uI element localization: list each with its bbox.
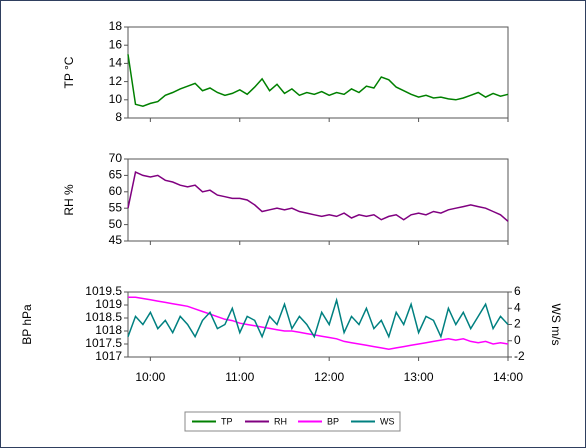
legend-label: BP bbox=[327, 416, 339, 426]
y2-axis-label: WS m/s bbox=[549, 304, 563, 346]
y-tick-label: 1018.5 bbox=[85, 310, 122, 324]
y-tick-label: 45 bbox=[109, 233, 123, 247]
x-tick-label: 10:00 bbox=[135, 370, 165, 384]
series-line bbox=[127, 171, 509, 222]
x-tick-label: 11:00 bbox=[225, 370, 254, 384]
series-line bbox=[127, 54, 509, 107]
y-tick-label: 1018 bbox=[95, 323, 122, 337]
legend-box bbox=[184, 411, 401, 432]
y-tick-label: 12 bbox=[109, 74, 123, 88]
legend: TP RH BP WS bbox=[184, 411, 401, 432]
y-tick-label: 1019.5 bbox=[85, 284, 122, 298]
series-line bbox=[128, 296, 509, 350]
y-tick-label: 70 bbox=[109, 151, 123, 165]
x-tick-label: 13:00 bbox=[404, 370, 434, 384]
y2-tick-label: 4 bbox=[514, 300, 521, 314]
y-tick-label: 16 bbox=[109, 37, 123, 51]
y2-tick-label: 2 bbox=[514, 317, 521, 331]
y2-tick-label: 6 bbox=[514, 284, 521, 298]
y-tick-label: 1017.5 bbox=[85, 336, 122, 350]
legend-label: TP bbox=[221, 416, 233, 426]
y-tick-label: 65 bbox=[109, 168, 123, 182]
y-axis-label: BP hPa bbox=[20, 304, 34, 345]
legend-label: RH bbox=[274, 416, 287, 426]
y-tick-label: 55 bbox=[109, 200, 123, 214]
y-tick-label: 18 bbox=[109, 19, 123, 33]
plot-frame bbox=[127, 158, 509, 242]
x-tick-label: 14:00 bbox=[493, 370, 523, 384]
series-line bbox=[127, 297, 509, 339]
y-tick-label: 8 bbox=[115, 110, 122, 124]
y-axis-label: TP °C bbox=[62, 56, 76, 88]
y-tick-label: 50 bbox=[109, 217, 123, 231]
y-tick-label: 60 bbox=[109, 184, 123, 198]
y-tick-label: 14 bbox=[109, 56, 123, 70]
x-tick-label: 12:00 bbox=[314, 370, 344, 384]
legend-label: WS bbox=[380, 416, 395, 426]
plot-frame bbox=[127, 26, 509, 119]
y-axis-label: RH % bbox=[62, 184, 76, 216]
y-tick-label: 1017 bbox=[95, 349, 122, 363]
y-tick-label: 1019 bbox=[95, 297, 122, 311]
y2-tick-label: -2 bbox=[514, 349, 525, 363]
y2-tick-label: 0 bbox=[514, 333, 521, 347]
y-tick-label: 10 bbox=[109, 92, 123, 106]
